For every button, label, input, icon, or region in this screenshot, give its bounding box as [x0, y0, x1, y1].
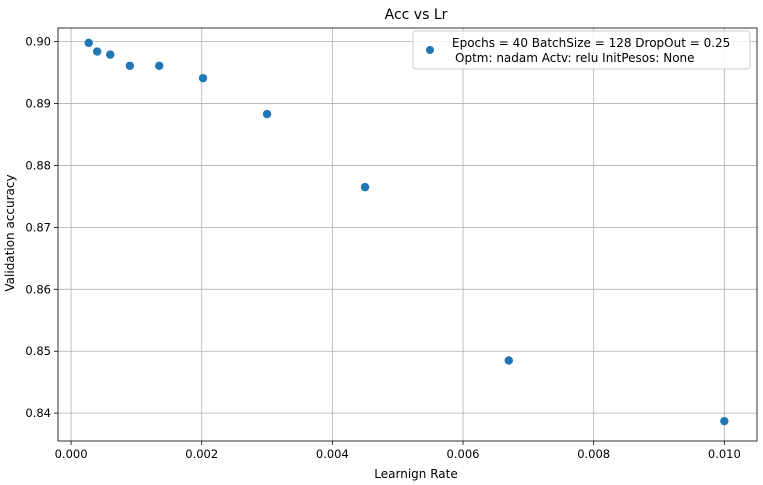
data-point: [198, 73, 208, 83]
x-tick-label: 0.004: [316, 447, 349, 461]
y-tick-label: 0.87: [25, 220, 51, 234]
grid-lines: [58, 28, 757, 441]
legend-box: [412, 30, 751, 70]
axis-ticks: 0.000 0.002 0.004 0.006 0.008 0.010 0.84 0.85 0.…: [25, 35, 740, 461]
x-axis-title: Learnign Rate: [374, 467, 457, 481]
data-point: [125, 61, 135, 70]
y-tick-label: 0.84: [25, 406, 51, 420]
y-tick-label: 0.86: [25, 282, 51, 296]
y-tick-label: 0.85: [25, 344, 51, 358]
data-point: [504, 356, 513, 365]
x-tick-label: 0.010: [708, 447, 741, 461]
x-tick-label: 0.002: [185, 447, 218, 461]
legend-marker: [426, 46, 434, 54]
y-axis-title: Validation accuracy: [3, 174, 17, 291]
y-tick-label: 0.89: [25, 97, 51, 111]
legend-label-line-1: Epochs = 40 BatchSize = 128 DropOut = 0.…: [452, 36, 730, 50]
data-point: [360, 182, 370, 192]
y-tick-label: 0.90: [25, 35, 51, 49]
legend-label-line-2: Optm: nadam Actv: relu InitPesos: None: [455, 51, 695, 65]
legend: Epochs = 40 BatchSize = 128 DropOut = 0.…: [412, 30, 751, 70]
y-tick-label: 0.88: [25, 158, 51, 172]
data-point: [720, 416, 729, 426]
plot-frame: [57, 27, 758, 442]
data-point: [106, 50, 115, 59]
chart-title: Acc vs Lr: [385, 7, 448, 23]
data-point: [84, 38, 93, 48]
plot-border: [57, 27, 758, 442]
data-points: [84, 38, 729, 426]
data-point: [155, 61, 164, 70]
x-tick-label: 0.000: [55, 447, 88, 461]
x-tick-label: 0.008: [577, 447, 610, 461]
data-point: [262, 109, 272, 119]
x-tick-label: 0.006: [447, 447, 480, 461]
data-point: [92, 47, 102, 56]
